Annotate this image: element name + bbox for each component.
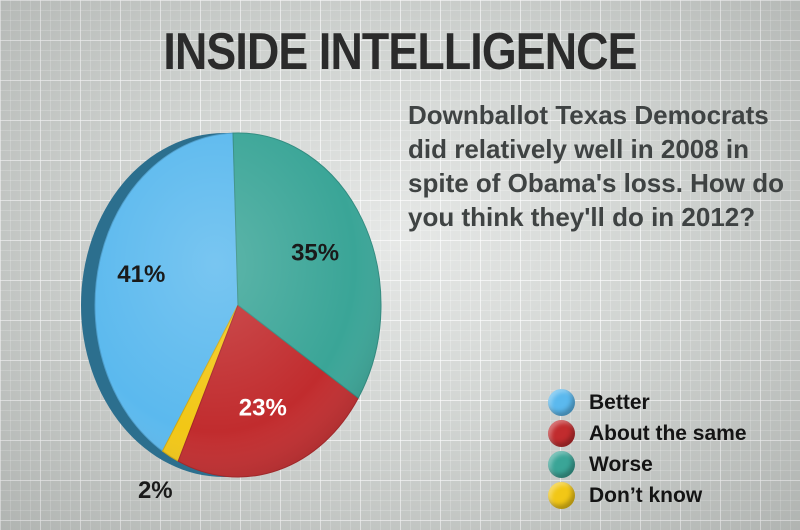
legend-label-worse: Worse xyxy=(589,452,653,476)
legend-label-dont-know: Don’t know xyxy=(589,483,703,507)
legend-label-about-the-same: About the same xyxy=(589,421,747,445)
poll-question: Downballot Texas Democrats did relativel… xyxy=(408,100,785,232)
pie-label-worse: 35% xyxy=(291,239,339,266)
legend: Better About the same Worse Don’t know xyxy=(548,387,747,511)
pie-label-about-the-same: 23% xyxy=(239,394,287,421)
legend-item-dont-know: Don’t know xyxy=(548,480,747,511)
legend-item-about-the-same: About the same xyxy=(548,418,747,449)
chart-title: INSIDE INTELLIGENCE xyxy=(163,23,637,81)
legend-item-better: Better xyxy=(548,387,747,418)
pie-label-dont-know: 2% xyxy=(138,477,173,504)
legend-swatch-dont-know xyxy=(548,482,575,509)
pie-label-better: 41% xyxy=(117,261,165,288)
legend-swatch-better xyxy=(548,389,575,416)
legend-label-better: Better xyxy=(589,390,650,414)
legend-swatch-worse xyxy=(548,451,575,478)
legend-swatch-about-the-same xyxy=(548,420,575,447)
legend-item-worse: Worse xyxy=(548,449,747,480)
